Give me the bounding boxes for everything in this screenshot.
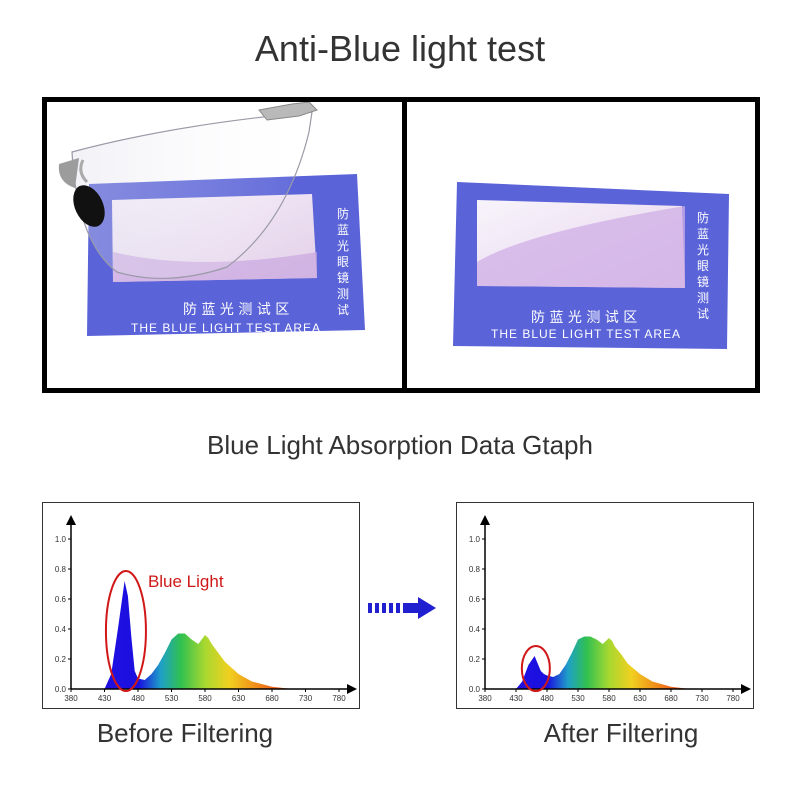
svg-text:防: 防 [337, 206, 349, 221]
nose-pad [73, 185, 105, 227]
x-tick-label: 680 [664, 694, 678, 703]
blue-light-highlight-circle [520, 645, 551, 692]
y-tick-label: 1.0 [469, 535, 481, 544]
x-tick-label: 730 [299, 694, 313, 703]
x-axis-arrow [741, 684, 751, 694]
y-tick-label: 0.0 [55, 685, 67, 694]
chart-before-filtering: 380 430 480 530 580 630 680 730 780 0.0 0.2 0.4 0.6 0… [42, 502, 360, 709]
y-tick-label: 0.6 [469, 595, 481, 604]
chart-before-svg: 380 430 480 530 580 630 680 730 780 0.0 0.2 0.4 0.6 0… [55, 515, 357, 703]
x-tick-label: 630 [633, 694, 647, 703]
svg-text:镜: 镜 [337, 270, 349, 285]
chart-section-title: Blue Light Absorption Data Gtaph [207, 430, 593, 460]
blue-light-test-card: 防 蓝 光 测 试 区 THE BLUE LIGHT TEST AREA 防 蓝… [453, 182, 729, 349]
caption-before-filtering: Before Filtering [96, 718, 274, 748]
svg-text:镜: 镜 [697, 274, 709, 289]
x-tick-label: 430 [98, 694, 112, 703]
x-tick-label: 530 [571, 694, 585, 703]
chart-after-filtering: 380 430 480 530 580 630 680 730 780 0.0 0.2 0.4 0.6 0… [456, 502, 754, 709]
y-tick-label: 0.8 [469, 565, 481, 574]
y-axis-arrow [66, 515, 76, 525]
svg-text:蓝: 蓝 [337, 223, 349, 237]
spectrum-area [516, 636, 696, 689]
card-cn-label: 防 蓝 光 测 试 区 [531, 310, 637, 326]
svg-text:防: 防 [697, 210, 709, 225]
glasses-lens [58, 102, 318, 280]
x-tick-label: 780 [332, 694, 346, 703]
x-tick-label: 480 [540, 694, 554, 703]
photo-with-glasses-lens: 防 蓝 光 测 试 区 THE BLUE LIGHT TEST AREA 防 蓝… [58, 102, 365, 336]
y-tick-label: 0.2 [55, 655, 67, 664]
photo-without-lens: 防 蓝 光 测 试 区 THE BLUE LIGHT TEST AREA 防 蓝… [453, 182, 729, 349]
x-tick-label: 680 [265, 694, 279, 703]
x-axis-arrow [347, 684, 357, 694]
card-en-label: THE BLUE LIGHT TEST AREA [491, 327, 681, 341]
y-tick-label: 0.4 [55, 625, 67, 634]
x-tick-label: 580 [198, 694, 212, 703]
spectrum-area [104, 581, 299, 689]
y-tick-label: 0.8 [55, 565, 67, 574]
svg-text:测: 测 [697, 291, 709, 305]
test-card-photo-frame: 防 蓝 光 测 试 区 THE BLUE LIGHT TEST AREA 防 蓝… [42, 97, 760, 393]
x-tick-label: 630 [232, 694, 246, 703]
blue-light-annotation: Blue Light [148, 572, 224, 591]
page-title: Anti-Blue light test [254, 28, 546, 69]
y-tick-label: 0.0 [469, 685, 481, 694]
card-cn-side-text: 防 蓝 光 眼 镜 测 试 [337, 206, 349, 317]
y-tick-label: 0.6 [55, 595, 67, 604]
card-cn-label: 防 蓝 光 测 试 区 [183, 302, 289, 318]
svg-text:试: 试 [697, 306, 709, 321]
y-tick-label: 1.0 [55, 535, 67, 544]
x-tick-label: 480 [131, 694, 145, 703]
svg-text:蓝: 蓝 [697, 227, 709, 241]
svg-text:试: 试 [337, 302, 349, 317]
blue-light-highlight-circle [104, 570, 147, 692]
y-tick-label: 0.4 [469, 625, 481, 634]
svg-text:眼: 眼 [697, 259, 709, 273]
card-cn-side-text: 防 蓝 光 眼 镜 测 试 [697, 210, 709, 321]
caption-after-filtering: After Filtering [543, 718, 699, 748]
right-arrow-icon [368, 597, 436, 619]
x-tick-label: 780 [726, 694, 740, 703]
card-en-label: THE BLUE LIGHT TEST AREA [131, 321, 321, 335]
chart-after-svg: 380 430 480 530 580 630 680 730 780 0.0 0.2 0.4 0.6 0… [469, 515, 751, 703]
svg-text:光: 光 [697, 243, 709, 257]
svg-text:测: 测 [337, 287, 349, 301]
svg-text:光: 光 [337, 239, 349, 253]
x-tick-label: 580 [602, 694, 616, 703]
x-tick-label: 430 [509, 694, 523, 703]
x-tick-label: 730 [695, 694, 709, 703]
svg-text:眼: 眼 [337, 255, 349, 269]
y-axis-arrow [480, 515, 490, 525]
y-tick-label: 0.2 [469, 655, 481, 664]
x-tick-label: 380 [64, 694, 78, 703]
x-tick-label: 530 [165, 694, 179, 703]
photo-divider [402, 102, 407, 388]
x-tick-label: 380 [478, 694, 492, 703]
